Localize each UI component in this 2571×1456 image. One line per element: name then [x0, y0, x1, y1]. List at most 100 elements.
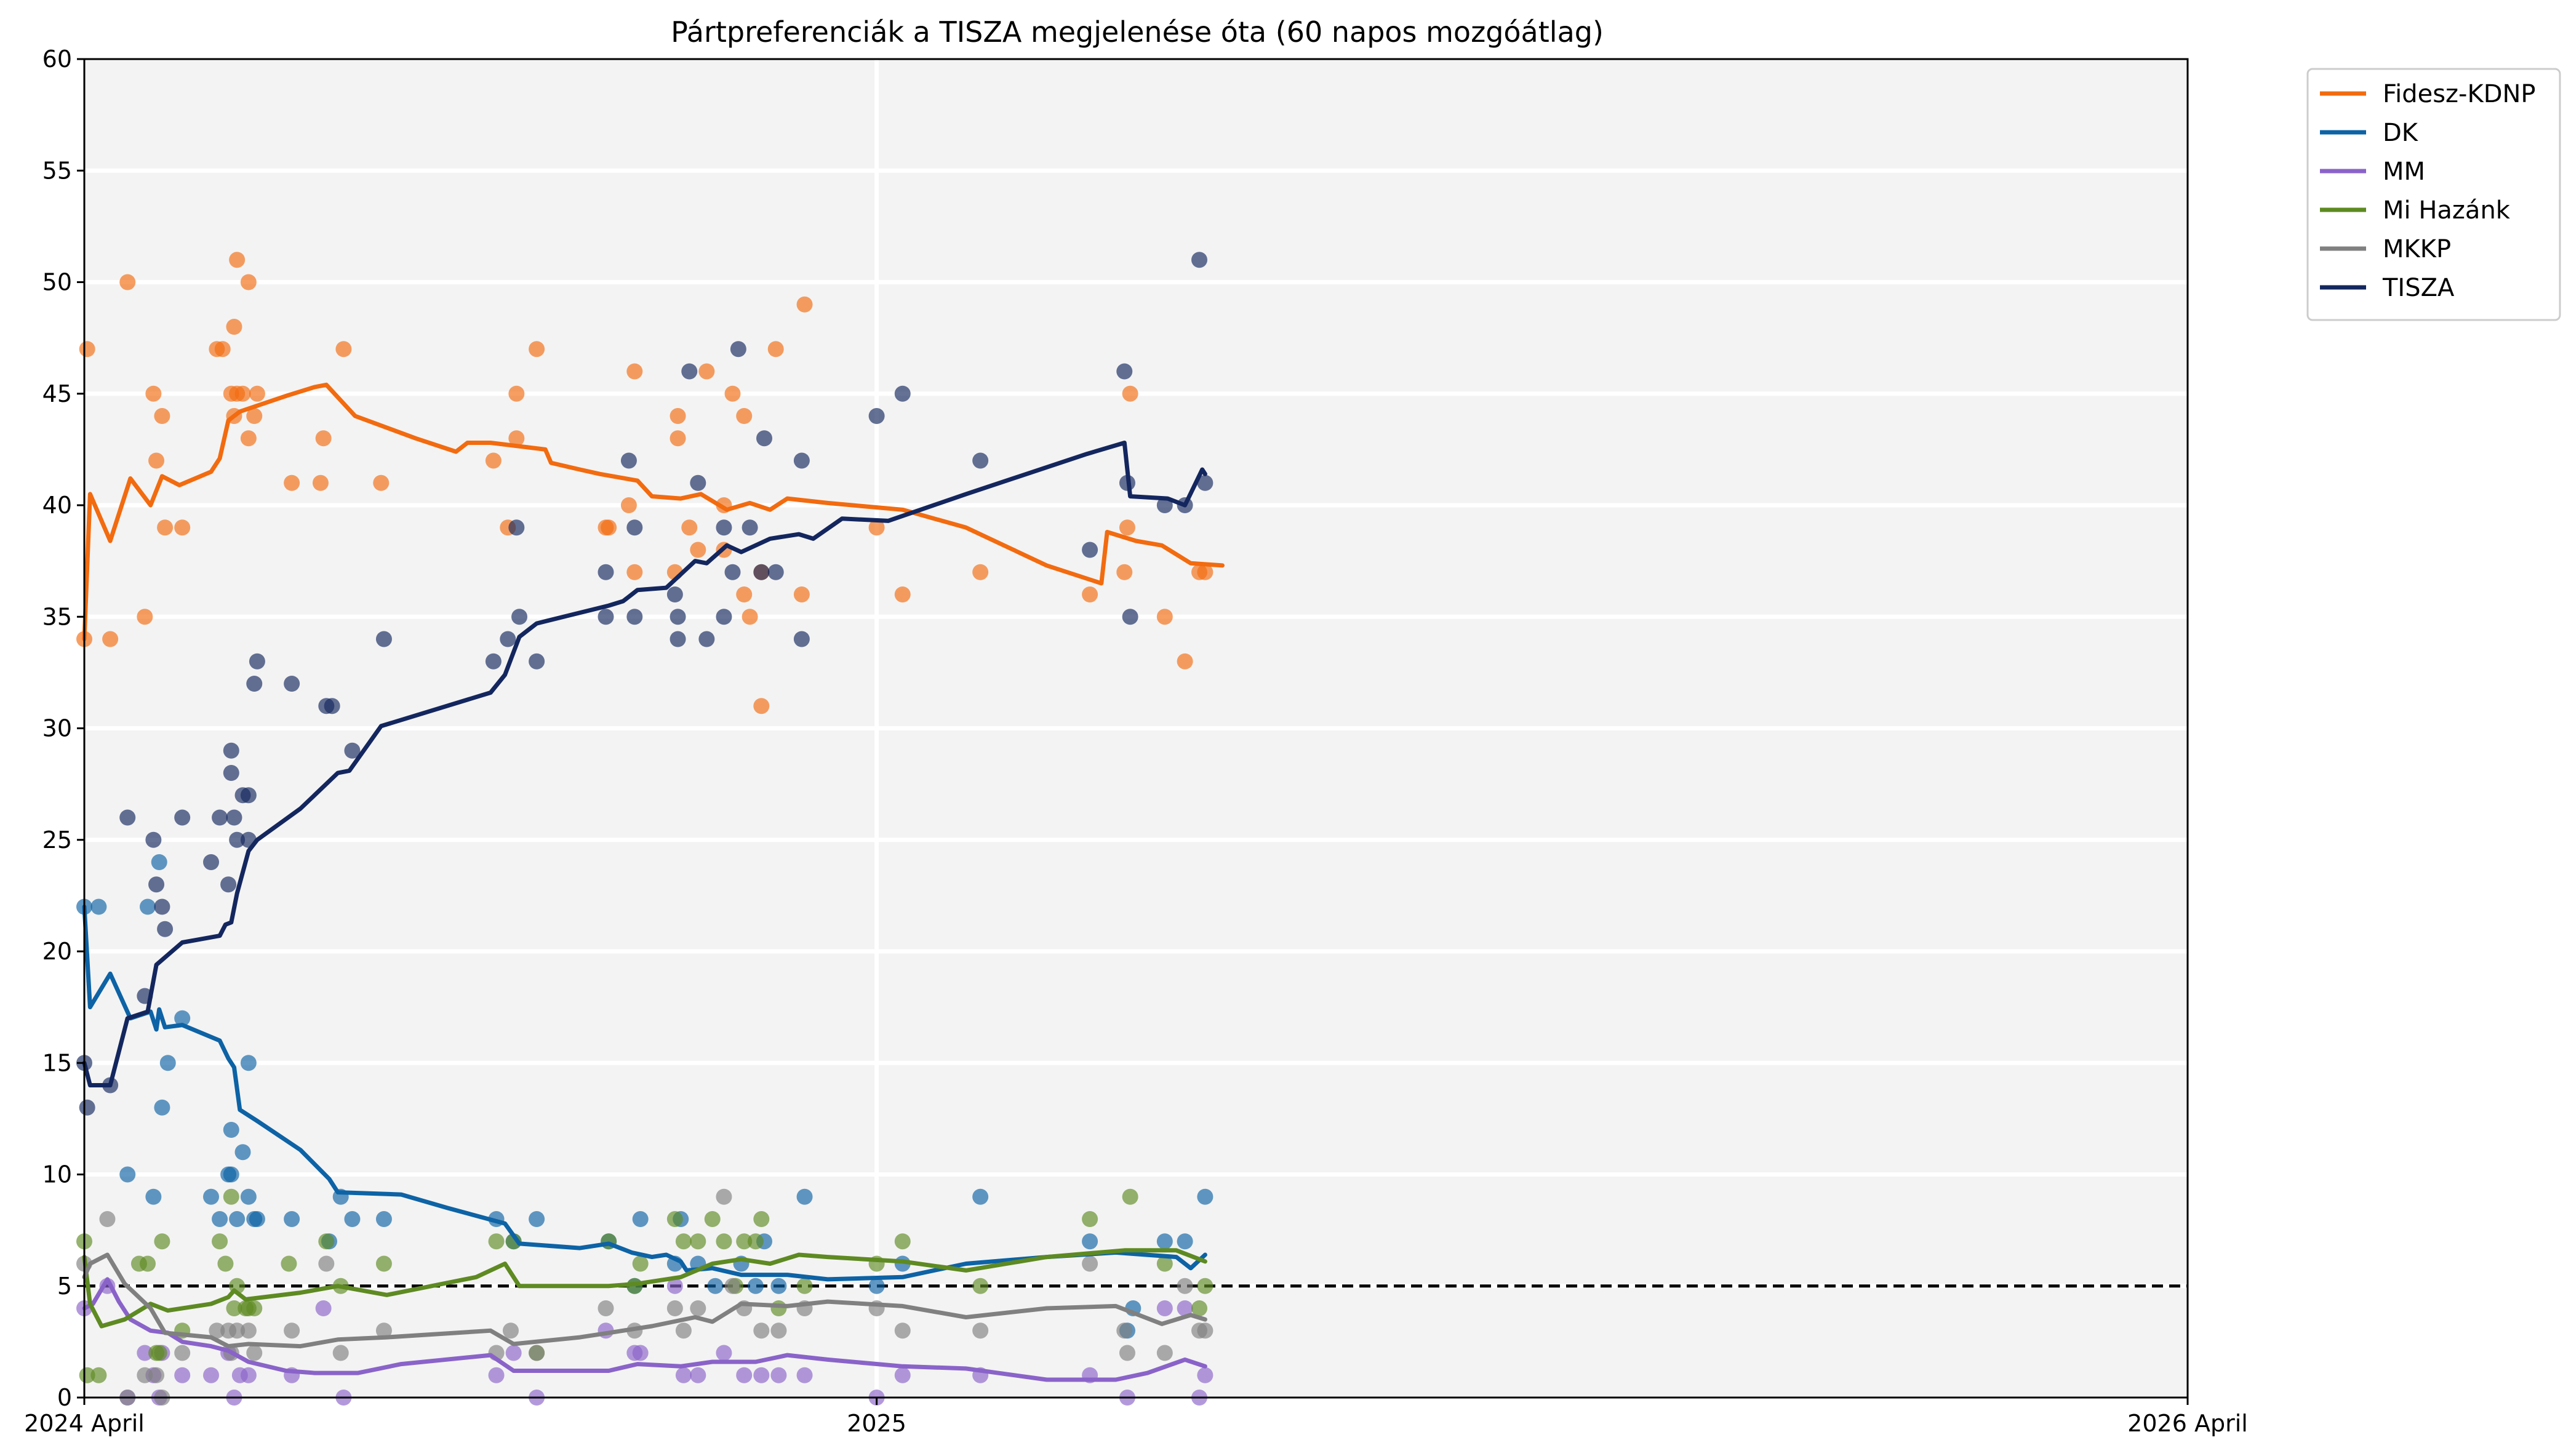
fidesz-kdnp-poll-point	[508, 430, 525, 447]
fidesz-kdnp-poll-point	[508, 385, 525, 402]
mi-haz-nk-poll-point	[894, 1233, 911, 1250]
tisza-poll-point	[670, 609, 686, 625]
mm-poll-point	[753, 1367, 770, 1383]
mkkp-poll-point	[753, 1322, 770, 1339]
mi-haz-nk-poll-point	[1082, 1211, 1098, 1227]
tisza-poll-point	[223, 742, 239, 759]
mkkp-poll-point	[240, 1322, 257, 1339]
mm-poll-point	[690, 1367, 706, 1383]
tisza-poll-point	[626, 519, 643, 536]
fidesz-kdnp-poll-point	[626, 564, 643, 580]
fidesz-kdnp-poll-point	[736, 586, 753, 602]
mm-poll-point	[736, 1367, 753, 1383]
fidesz-kdnp-poll-point	[972, 564, 989, 580]
fidesz-kdnp-poll-point	[626, 363, 643, 380]
tisza-poll-point	[894, 385, 911, 402]
tisza-poll-point	[753, 564, 770, 580]
y-tick-label: 40	[42, 492, 72, 519]
tisza-poll-point	[666, 586, 683, 602]
mkkp-poll-point	[229, 1322, 246, 1339]
mkkp-poll-point	[1156, 1345, 1173, 1361]
mkkp-series-line	[82, 1252, 1207, 1349]
mkkp-poll-point	[666, 1300, 683, 1316]
fidesz-kdnp-poll-point	[240, 430, 257, 447]
dk-poll-point	[249, 1211, 265, 1227]
mm-poll-point	[894, 1367, 911, 1383]
fidesz-kdnp-poll-point	[793, 586, 810, 602]
mi-haz-nk-poll-point	[79, 1367, 95, 1383]
mkkp-poll-point	[148, 1367, 165, 1383]
dk-poll-point	[140, 898, 156, 915]
tisza-poll-point	[375, 631, 392, 647]
fidesz-kdnp-poll-point	[137, 609, 153, 625]
mi-haz-nk-poll-point	[675, 1233, 692, 1250]
y-tick-label: 10	[42, 1161, 72, 1188]
mkkp-poll-point	[246, 1345, 263, 1361]
tisza-poll-point	[212, 809, 228, 826]
mkkp-poll-point	[1197, 1322, 1214, 1339]
dk-poll-point	[1177, 1233, 1193, 1250]
dk-poll-point	[1156, 1233, 1173, 1250]
tisza-poll-point	[324, 698, 340, 714]
fidesz-kdnp-poll-point	[312, 474, 329, 491]
dk-series-line	[82, 905, 1207, 1282]
mm-poll-point	[505, 1345, 522, 1361]
tisza-poll-point	[203, 854, 220, 870]
dk-poll-point	[770, 1278, 787, 1294]
tisza-poll-point	[1116, 363, 1133, 380]
y-tick-label: 5	[57, 1273, 72, 1300]
y-tick-label: 0	[57, 1384, 72, 1411]
mkkp-poll-point	[1119, 1345, 1135, 1361]
fidesz-kdnp-poll-point	[174, 519, 191, 536]
tisza-poll-point	[157, 921, 174, 937]
fidesz-kdnp-poll-point	[119, 274, 136, 290]
legend-label-tisza: TISZA	[2382, 274, 2455, 302]
mkkp-poll-point	[972, 1322, 989, 1339]
tisza-poll-point	[511, 609, 528, 625]
dk-poll-point	[972, 1188, 989, 1205]
fidesz-kdnp-poll-point	[315, 430, 332, 447]
legend-label-mm: MM	[2383, 158, 2425, 186]
fidesz-kdnp-poll-point	[670, 430, 686, 447]
y-tick-label: 20	[42, 938, 72, 965]
dk-poll-point	[212, 1211, 228, 1227]
x-tick-label: 2025	[847, 1410, 906, 1437]
mm-poll-point	[315, 1300, 332, 1316]
tisza-poll-point	[724, 564, 741, 580]
dk-poll-point	[1197, 1188, 1214, 1205]
dk-poll-point	[229, 1211, 246, 1227]
tisza-poll-point	[344, 742, 361, 759]
legend-label-dk: DK	[2383, 119, 2419, 147]
fidesz-kdnp-poll-point	[724, 385, 741, 402]
tisza-poll-point	[716, 519, 732, 536]
mi-haz-nk-poll-point	[246, 1300, 263, 1316]
fidesz-kdnp-poll-point	[681, 519, 698, 536]
tisza-poll-point	[698, 631, 715, 647]
mi-haz-nk-poll-point	[212, 1233, 228, 1250]
mi-haz-nk-poll-point	[217, 1255, 234, 1272]
fidesz-kdnp-poll-point	[690, 542, 706, 558]
mkkp-poll-point	[502, 1322, 519, 1339]
mm-poll-point	[240, 1367, 257, 1383]
dk-poll-point	[529, 1211, 545, 1227]
mkkp-poll-point	[770, 1322, 787, 1339]
fidesz-kdnp-poll-point	[249, 385, 265, 402]
fidesz-kdnp-poll-point	[214, 341, 231, 358]
fidesz-kdnp-poll-point	[894, 586, 911, 602]
fidesz-kdnp-series-line	[82, 382, 1225, 641]
tisza-poll-point	[690, 474, 706, 491]
dk-poll-point	[145, 1188, 162, 1205]
tisza-poll-point	[529, 653, 545, 670]
tisza-poll-point	[1122, 609, 1138, 625]
fidesz-kdnp-poll-point	[246, 408, 263, 424]
y-tick-label: 25	[42, 826, 72, 854]
dk-poll-point	[223, 1166, 239, 1183]
mkkp-poll-point	[1082, 1255, 1098, 1272]
tisza-poll-point	[598, 564, 614, 580]
fidesz-kdnp-poll-point	[1197, 564, 1214, 580]
dk-poll-point	[234, 1144, 251, 1161]
mkkp-poll-point	[529, 1345, 545, 1361]
tisza-poll-point	[500, 631, 516, 647]
fidesz-kdnp-poll-point	[529, 341, 545, 358]
